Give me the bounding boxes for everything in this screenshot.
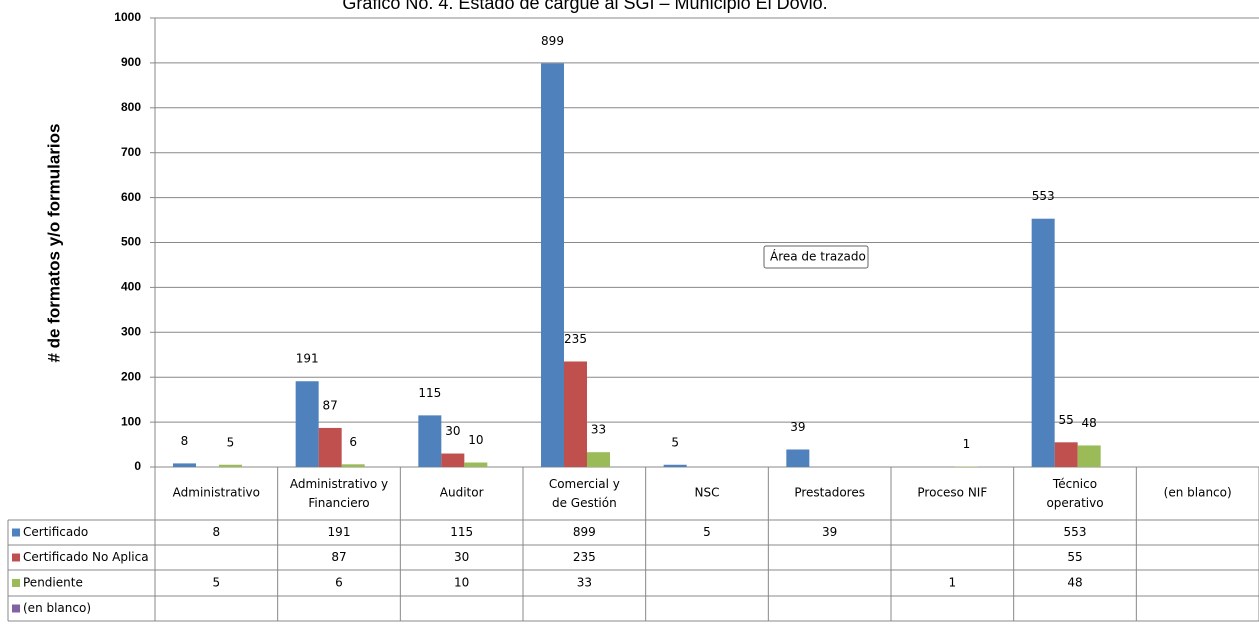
data-label: 235 bbox=[564, 332, 587, 346]
table-cell: 8 bbox=[213, 525, 221, 539]
data-label: 6 bbox=[349, 435, 357, 449]
data-label: 87 bbox=[323, 398, 338, 412]
bar bbox=[564, 361, 587, 467]
bar bbox=[219, 464, 242, 467]
bar bbox=[295, 381, 319, 467]
data-label: 8 bbox=[181, 434, 189, 448]
y-tick-label: 600 bbox=[121, 190, 141, 204]
data-label: 48 bbox=[1082, 416, 1097, 430]
y-tick-label: 300 bbox=[121, 324, 141, 338]
data-label: 115 bbox=[418, 386, 441, 400]
data-label: 5 bbox=[227, 435, 235, 449]
tooltip: Área de trazado bbox=[770, 249, 866, 264]
data-label: 1 bbox=[963, 437, 971, 451]
table-cell: 39 bbox=[822, 525, 837, 539]
data-label: 191 bbox=[296, 352, 319, 366]
bar bbox=[587, 452, 610, 467]
bar bbox=[1077, 445, 1101, 467]
data-label: 899 bbox=[541, 34, 564, 48]
table-cell: 115 bbox=[450, 525, 473, 539]
legend-label: Pendiente bbox=[23, 576, 83, 590]
bar bbox=[318, 427, 342, 467]
y-tick-label: 400 bbox=[121, 280, 141, 294]
legend-swatch bbox=[12, 528, 20, 537]
bar bbox=[441, 453, 465, 467]
table-cell: 191 bbox=[328, 525, 351, 539]
table-cell: 30 bbox=[454, 550, 469, 564]
y-tick-label: 700 bbox=[121, 145, 141, 159]
x-tick-label: Proceso NIF bbox=[917, 486, 987, 500]
x-tick-label: (en blanco) bbox=[1164, 486, 1232, 500]
chart-title: Gráfico No. 4. Estado de cargue al SGI –… bbox=[342, 0, 827, 13]
x-tick-label: Auditor bbox=[440, 486, 484, 500]
table-cell: 553 bbox=[1064, 525, 1087, 539]
data-label: 5 bbox=[671, 435, 679, 449]
data-label: 33 bbox=[591, 423, 606, 437]
data-label: 10 bbox=[468, 433, 483, 447]
y-tick-label: 500 bbox=[121, 235, 141, 249]
y-axis-label: # de formatos y/o formularios bbox=[44, 124, 63, 363]
legend-label: (en blanco) bbox=[23, 601, 91, 615]
y-tick-label: 200 bbox=[121, 369, 141, 383]
table-cell: 899 bbox=[573, 525, 596, 539]
data-label: 30 bbox=[445, 424, 460, 438]
table-cell: 55 bbox=[1067, 550, 1082, 564]
bar bbox=[1054, 442, 1078, 467]
bar bbox=[541, 63, 564, 467]
x-tick-label: Técnico operativo bbox=[1046, 477, 1103, 510]
table-cell: 1 bbox=[949, 576, 957, 590]
y-tick-label: 1000 bbox=[114, 10, 141, 24]
table-cell: 5 bbox=[703, 525, 711, 539]
x-tick-label: NSC bbox=[695, 486, 720, 500]
x-tick-label: Administrativo bbox=[173, 486, 260, 500]
y-tick-label: 900 bbox=[121, 55, 141, 69]
table-cell: 87 bbox=[331, 550, 346, 564]
bar bbox=[418, 415, 442, 467]
legend-swatch bbox=[12, 604, 20, 613]
tooltip-box bbox=[763, 245, 869, 269]
bar bbox=[341, 464, 365, 467]
table-cell: 235 bbox=[573, 550, 596, 564]
bar bbox=[663, 464, 687, 467]
bar bbox=[173, 463, 196, 467]
table-cell: 33 bbox=[577, 576, 592, 590]
legend-label: Certificado bbox=[23, 525, 88, 539]
x-tick-label: Comercial y de Gestión bbox=[549, 477, 620, 510]
table-cell: 6 bbox=[335, 576, 343, 590]
y-tick-label: 0 bbox=[134, 459, 141, 473]
data-label: 553 bbox=[1032, 189, 1055, 203]
bar bbox=[786, 449, 810, 467]
legend-swatch bbox=[12, 579, 20, 587]
bar bbox=[464, 462, 488, 467]
y-tick-label: 800 bbox=[121, 100, 141, 114]
table-cell: 10 bbox=[454, 576, 469, 590]
x-tick-label: Prestadores bbox=[794, 486, 865, 500]
data-label: 39 bbox=[790, 420, 805, 434]
table-cell: 5 bbox=[213, 576, 221, 590]
table-cell: 48 bbox=[1067, 576, 1082, 590]
legend-label: Certificado No Aplica bbox=[23, 550, 149, 564]
y-tick-label: 100 bbox=[121, 414, 141, 428]
x-tick-label: Administrativo y Financiero bbox=[290, 477, 388, 510]
bar bbox=[1031, 218, 1055, 467]
data-label: 55 bbox=[1059, 413, 1074, 427]
legend-swatch bbox=[12, 553, 20, 562]
